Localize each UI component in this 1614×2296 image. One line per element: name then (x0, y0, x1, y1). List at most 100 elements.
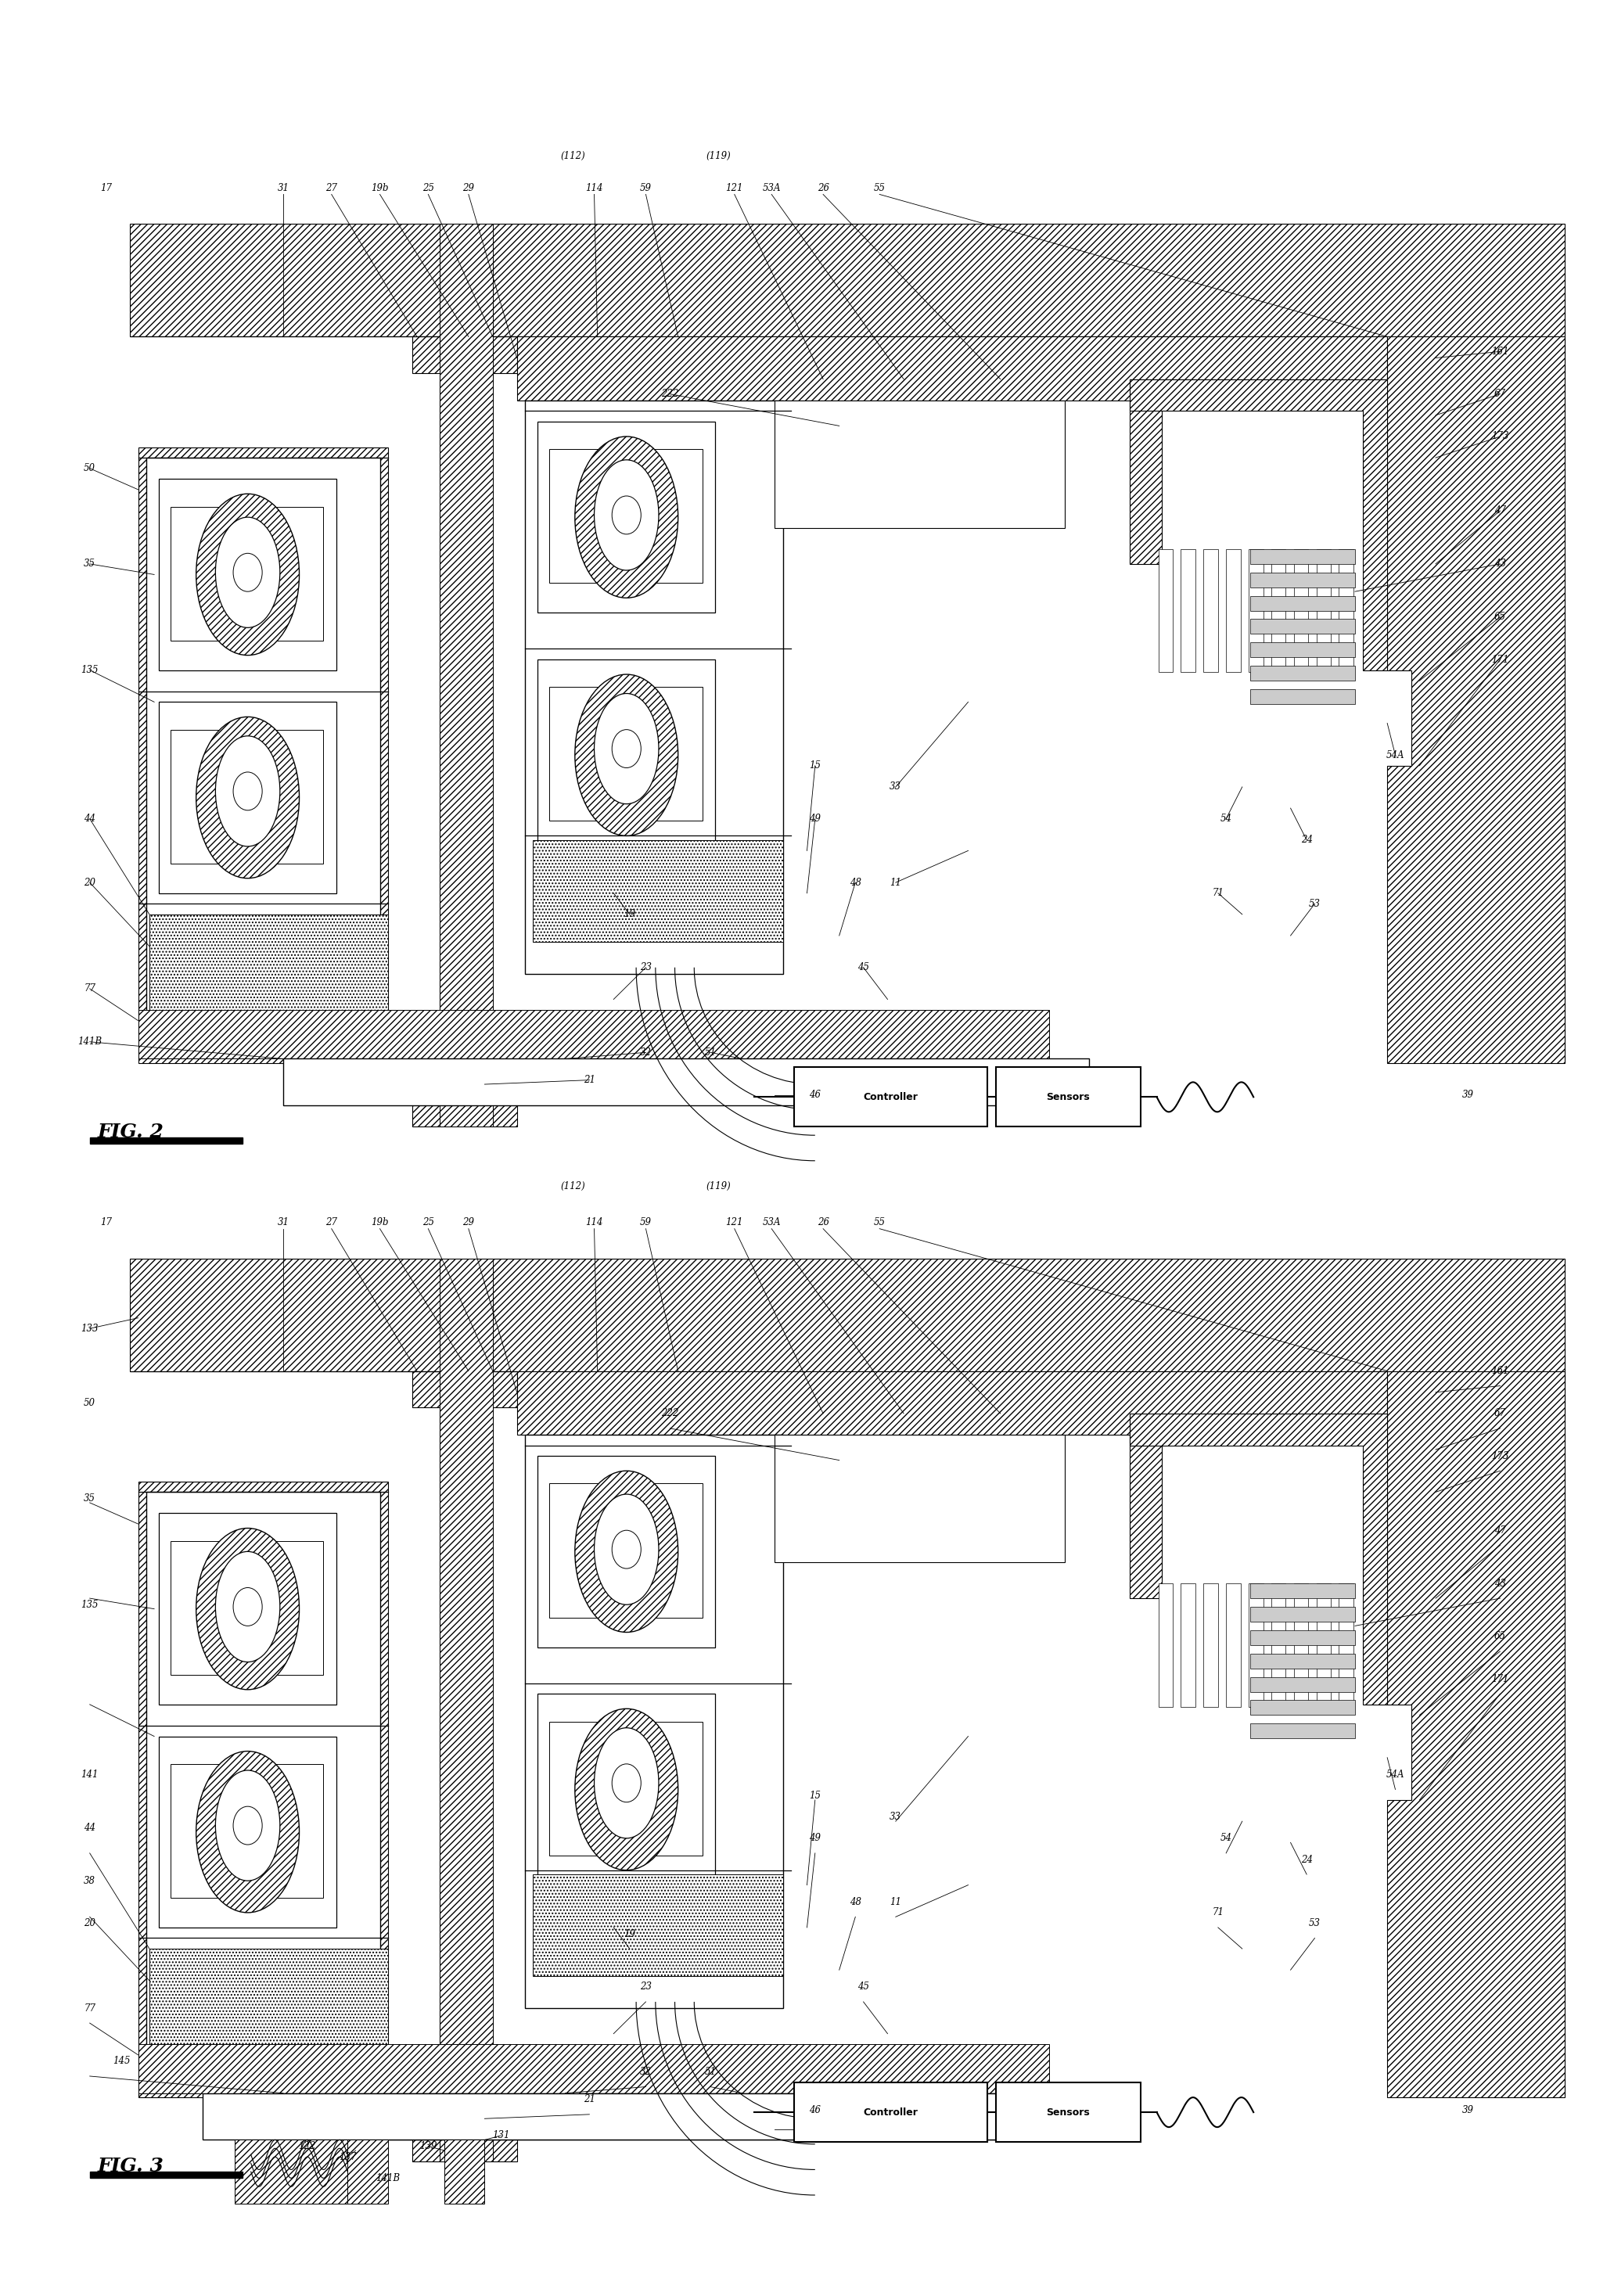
Bar (347, 2140, 387, 2204)
Text: (119): (119) (705, 152, 731, 161)
Text: 121: 121 (726, 1217, 744, 1228)
Bar (794, 2082, 988, 2142)
Text: 47: 47 (1495, 1525, 1506, 1536)
Circle shape (612, 496, 641, 535)
Text: 46: 46 (809, 1091, 822, 1100)
Text: 31: 31 (278, 184, 289, 193)
Text: 77: 77 (84, 983, 95, 994)
Bar (160, 1736, 336, 1926)
Text: 53A: 53A (762, 184, 781, 193)
Text: Sensors: Sensors (1046, 1093, 1089, 1102)
Bar (1251, 620, 1356, 634)
Ellipse shape (215, 1552, 279, 1662)
Bar (150, 914, 387, 1019)
Ellipse shape (197, 1529, 299, 1690)
Text: 27: 27 (326, 1217, 337, 1228)
Text: Controller: Controller (863, 2108, 918, 2117)
Bar (1317, 1584, 1332, 1706)
Bar (1251, 689, 1356, 705)
Text: 51: 51 (704, 2066, 717, 2078)
Circle shape (232, 1807, 261, 1844)
Text: 53: 53 (1309, 1917, 1320, 1929)
Ellipse shape (215, 1770, 279, 1880)
Bar (1249, 549, 1264, 673)
Text: 25: 25 (423, 184, 434, 193)
Ellipse shape (575, 675, 678, 836)
Bar (1181, 1584, 1196, 1706)
Text: 43: 43 (1495, 558, 1506, 569)
Text: 173: 173 (1491, 432, 1509, 441)
Bar (1251, 1607, 1356, 1621)
Text: 32: 32 (639, 1047, 652, 1058)
Bar (90, 2172, 242, 2179)
Text: 39: 39 (1462, 2105, 1474, 2115)
Polygon shape (1130, 379, 1388, 670)
Text: 20: 20 (84, 1917, 95, 1929)
Text: 141B: 141B (376, 2172, 400, 2183)
Text: 35: 35 (84, 1492, 95, 1504)
Circle shape (612, 1763, 641, 1802)
Bar (1204, 549, 1219, 673)
Text: 50: 50 (84, 1398, 95, 1407)
Bar (537, 422, 715, 613)
Polygon shape (131, 338, 1388, 565)
Bar (1204, 1584, 1219, 1706)
Bar (171, 730, 323, 863)
Bar (171, 1763, 323, 1899)
Ellipse shape (197, 494, 299, 654)
Text: 26: 26 (817, 184, 830, 193)
Polygon shape (131, 225, 1564, 379)
Text: 24: 24 (1301, 1855, 1312, 1864)
Ellipse shape (594, 1495, 659, 1605)
Bar (171, 507, 323, 641)
Text: 48: 48 (849, 877, 862, 889)
Bar (1251, 1653, 1356, 1669)
Text: 33: 33 (889, 783, 902, 792)
Text: 222: 222 (662, 1407, 679, 1419)
Bar (1249, 1584, 1264, 1706)
Bar (549, 1483, 702, 1616)
Text: 135: 135 (81, 666, 98, 675)
Text: 55: 55 (873, 184, 886, 193)
Polygon shape (439, 225, 492, 1127)
Text: 55: 55 (873, 1217, 886, 1228)
Text: 145: 145 (113, 2057, 131, 2066)
Text: 51: 51 (704, 1047, 717, 1058)
Bar (1251, 549, 1356, 565)
Bar (1294, 1584, 1309, 1706)
Text: 137: 137 (339, 2151, 357, 2163)
Text: 135: 135 (81, 1600, 98, 1609)
Bar (203, 2094, 1089, 2140)
Text: 21: 21 (584, 2094, 596, 2105)
Bar (549, 1722, 702, 1855)
Bar (533, 840, 783, 941)
Ellipse shape (197, 1752, 299, 1913)
Text: 133: 133 (81, 1322, 98, 1334)
Bar (1251, 595, 1356, 611)
Bar (1272, 1584, 1286, 1706)
Bar (794, 1068, 988, 1127)
Bar (1317, 549, 1332, 673)
Bar (1340, 549, 1354, 673)
Bar (1251, 666, 1356, 680)
Bar (533, 1874, 783, 1977)
Ellipse shape (197, 716, 299, 879)
Text: 29: 29 (463, 184, 475, 193)
Text: (119): (119) (705, 1180, 731, 1192)
Text: 47: 47 (1495, 505, 1506, 517)
Text: 32: 32 (639, 2066, 652, 2078)
Text: 33: 33 (889, 1812, 902, 1823)
Text: 15: 15 (809, 1791, 822, 1800)
Bar (1272, 549, 1286, 673)
Text: 222: 222 (662, 388, 679, 400)
Bar (549, 687, 702, 822)
Text: 67: 67 (1495, 388, 1506, 400)
Text: 59: 59 (639, 1217, 652, 1228)
Text: 19b: 19b (371, 184, 389, 193)
Text: 17: 17 (100, 184, 111, 193)
Polygon shape (139, 1481, 387, 2096)
Text: 27: 27 (326, 184, 337, 193)
Polygon shape (1388, 1371, 1564, 2096)
Text: 54: 54 (1220, 1832, 1231, 1844)
Bar (1251, 1630, 1356, 1644)
